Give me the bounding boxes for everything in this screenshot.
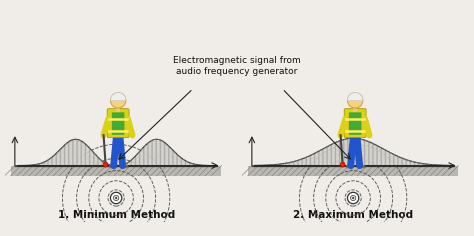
FancyBboxPatch shape <box>107 109 129 137</box>
Circle shape <box>110 93 126 108</box>
Circle shape <box>350 195 356 201</box>
Circle shape <box>115 197 117 199</box>
Text: 2. Maximum Method: 2. Maximum Method <box>293 210 413 220</box>
Text: Electromagnetic signal from
audio frequency generator: Electromagnetic signal from audio freque… <box>173 56 301 76</box>
Circle shape <box>347 192 359 204</box>
FancyBboxPatch shape <box>344 109 366 137</box>
Bar <box>11 166 221 176</box>
Circle shape <box>347 93 363 108</box>
Text: 1. Minimum Method: 1. Minimum Method <box>57 210 175 220</box>
FancyBboxPatch shape <box>112 112 125 135</box>
FancyBboxPatch shape <box>349 112 362 135</box>
Wedge shape <box>110 93 126 100</box>
Circle shape <box>103 162 108 167</box>
Circle shape <box>352 197 354 199</box>
Circle shape <box>113 195 119 201</box>
Circle shape <box>340 162 345 167</box>
Circle shape <box>110 192 122 204</box>
Bar <box>248 166 458 176</box>
Wedge shape <box>347 93 363 100</box>
